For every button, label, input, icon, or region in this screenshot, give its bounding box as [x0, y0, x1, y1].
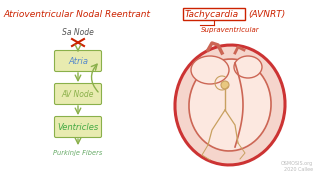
Ellipse shape [189, 59, 271, 151]
Ellipse shape [175, 45, 285, 165]
Text: (AVNRT): (AVNRT) [248, 10, 285, 19]
Text: Ventricles: Ventricles [57, 123, 99, 132]
Text: Tachycardia: Tachycardia [185, 10, 239, 19]
Text: OSMOSIS.org
2020 Callee: OSMOSIS.org 2020 Callee [281, 161, 313, 172]
Text: Atrioventricular Nodal Reentrant: Atrioventricular Nodal Reentrant [3, 10, 150, 19]
FancyBboxPatch shape [54, 116, 101, 138]
Text: Sa Node: Sa Node [62, 28, 94, 37]
Text: AV Node: AV Node [62, 89, 94, 98]
Ellipse shape [234, 56, 262, 78]
Circle shape [221, 81, 229, 89]
Text: Atria: Atria [68, 57, 88, 66]
Bar [183, 8, 245, 20]
Text: Purkinje Fibers: Purkinje Fibers [53, 150, 103, 156]
FancyBboxPatch shape [54, 51, 101, 71]
FancyBboxPatch shape [54, 84, 101, 105]
Text: Supraventricular: Supraventricular [201, 27, 260, 33]
Ellipse shape [191, 56, 229, 84]
